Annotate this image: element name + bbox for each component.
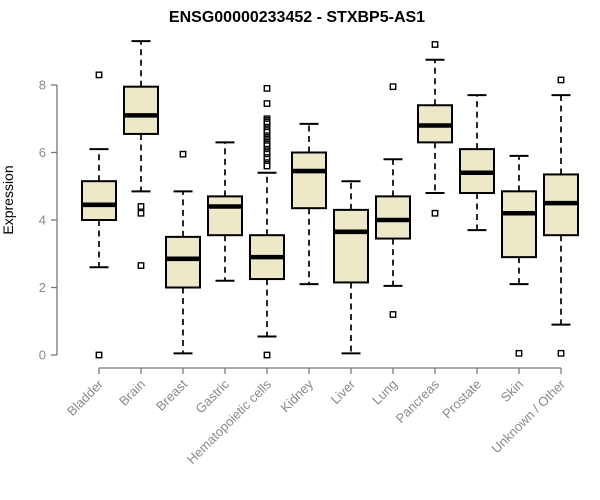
y-tick-label: 8: [39, 78, 46, 93]
box-group-lung: [375, 83, 411, 318]
outlier-point: [263, 162, 271, 170]
outlier-point: [263, 351, 271, 359]
box-group-skin: [501, 154, 537, 357]
x-category-label-breast: Breast: [153, 376, 190, 413]
outlier-point: [95, 351, 103, 359]
iqr-box: [333, 208, 369, 284]
outlier-point: [431, 209, 439, 217]
iqr-box: [81, 180, 117, 221]
x-category-label-bladder: Bladder: [64, 376, 107, 419]
box-group-hematopoietic-cells: [249, 84, 285, 359]
x-category-label-kidney: Kidney: [277, 376, 316, 415]
box-plots: [81, 40, 579, 359]
box-group-gastric: [207, 141, 243, 282]
outlier-point: [431, 41, 439, 48]
y-axis-title: Expression: [0, 165, 16, 234]
box-group-prostate: [459, 94, 495, 232]
x-category-label-pancreas: Pancreas: [393, 376, 443, 426]
x-category-label-liver: Liver: [328, 376, 359, 407]
box-group-pancreas: [417, 41, 453, 217]
x-category-label-skin: Skin: [498, 377, 526, 405]
iqr-box: [207, 195, 243, 237]
outlier-point: [179, 150, 187, 158]
outlier-point: [137, 203, 145, 210]
x-category-label-lung: Lung: [369, 377, 400, 408]
box-group-unknown-other: [543, 76, 579, 357]
y-tick-label: 6: [39, 145, 46, 160]
iqr-box: [375, 195, 411, 240]
box-group-bladder: [81, 71, 117, 359]
y-tick-label: 0: [39, 348, 46, 363]
iqr-box: [165, 235, 201, 289]
iqr-box: [501, 190, 537, 259]
x-category-label-gastric: Gastric: [192, 376, 232, 416]
y-tick-label: 4: [39, 213, 46, 228]
x-category-label-prostate: Prostate: [439, 377, 484, 422]
box-group-kidney: [291, 122, 327, 286]
iqr-box: [291, 151, 327, 210]
iqr-box: [123, 85, 159, 135]
outlier-point: [137, 209, 145, 217]
outlier-point: [389, 311, 397, 318]
outlier-point: [95, 71, 103, 79]
outlier-point: [557, 349, 565, 357]
x-category-label-unknown-other: Unknown / Other: [489, 376, 569, 456]
outlier-point: [263, 100, 271, 107]
outlier-point: [515, 349, 523, 357]
y-tick-label: 2: [39, 280, 46, 295]
box-group-brain: [123, 40, 159, 269]
outlier-point: [263, 84, 271, 92]
outlier-point: [389, 83, 397, 91]
box-group-liver: [333, 180, 369, 355]
chart-title: ENSG00000233452 - STXBP5-AS1: [169, 9, 425, 26]
outlier-point: [137, 262, 145, 269]
x-category-label-brain: Brain: [116, 377, 148, 409]
box-group-breast: [165, 150, 201, 355]
outlier-point: [557, 76, 565, 84]
